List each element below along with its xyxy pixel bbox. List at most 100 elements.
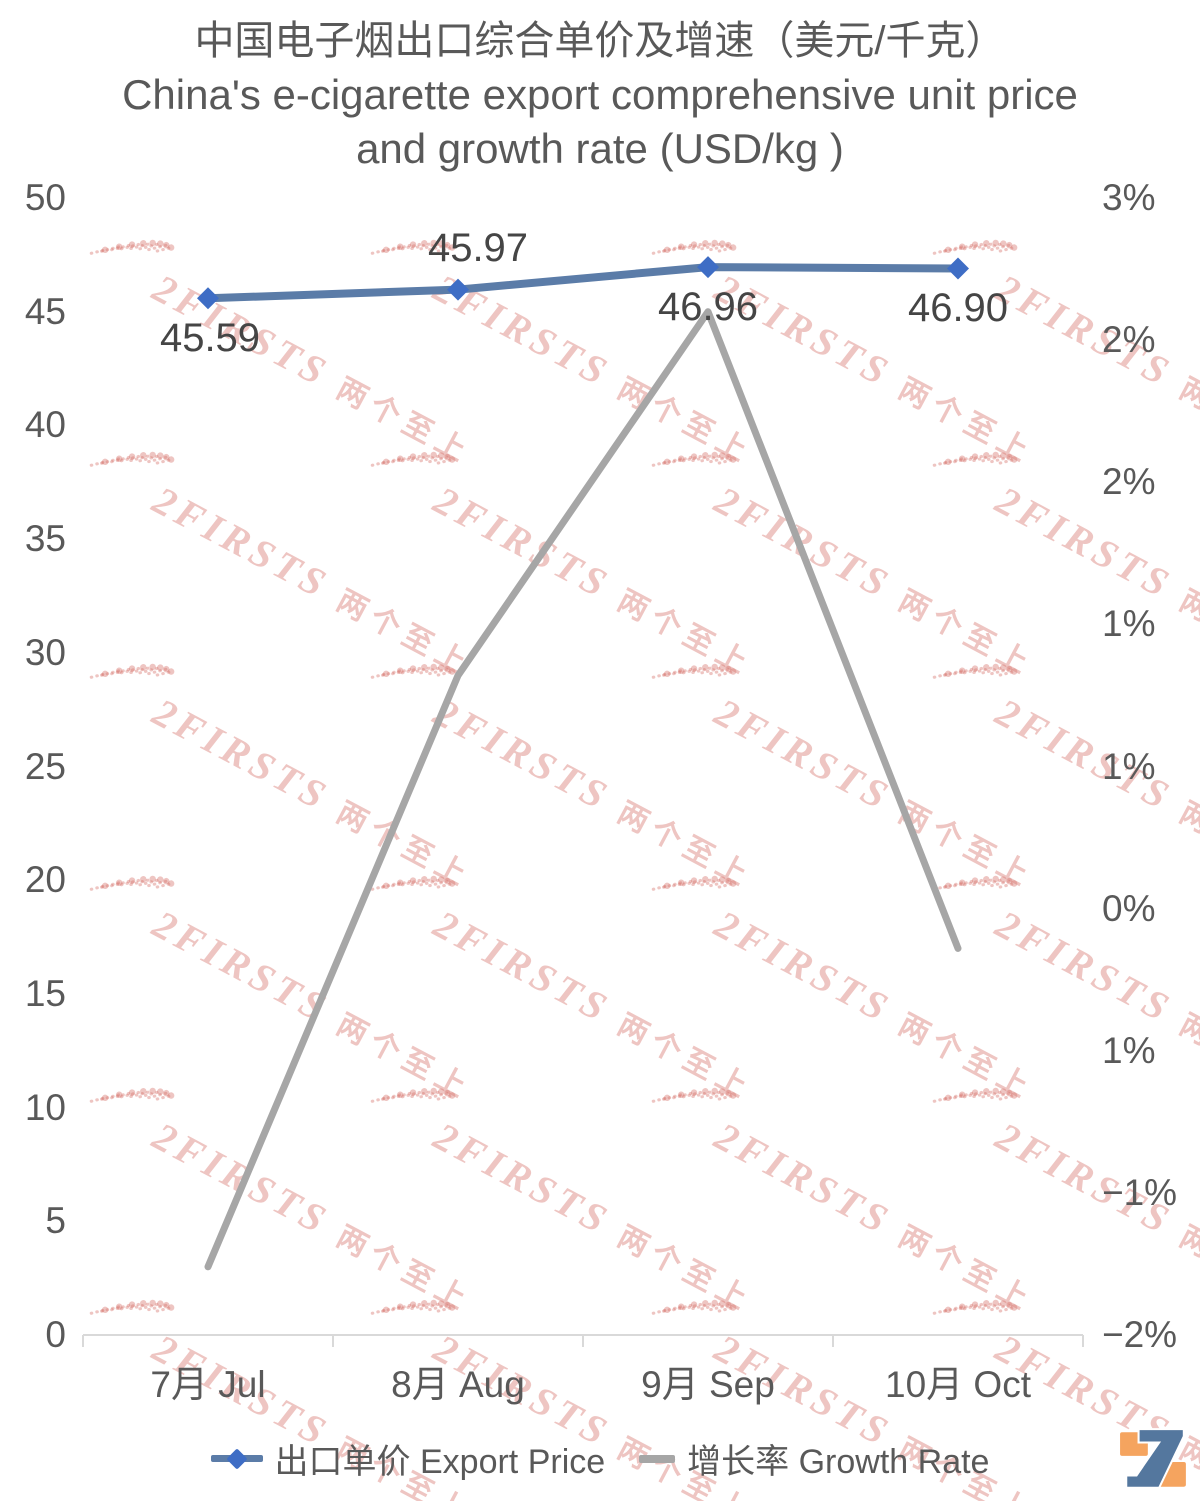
watermark-icon (76, 202, 175, 297)
watermark-icon (357, 838, 456, 933)
legend-label-growth-rate: 增长率 Growth Rate (687, 1443, 990, 1481)
watermark: 2FIRSTS 两个至上 (635, 650, 1045, 898)
watermark: 2FIRSTS 两个至上 (73, 862, 483, 1110)
watermark-brand-text: 2FIRSTS (707, 689, 900, 820)
export-price-point (947, 257, 969, 280)
watermark-brand-text: 2FIRSTS (426, 901, 619, 1032)
y-axis-label-right: 1% (1102, 603, 1156, 645)
watermark-brand-text: 2FIRSTS (426, 265, 619, 396)
chart-title-en: China's e-cigarette export comprehensive… (122, 71, 1078, 172)
legend: 出口单价 Export Price 增长率 Growth Rate (0, 1434, 1200, 1483)
watermark-icon (919, 202, 1018, 297)
watermark-brand-text: 2FIRSTS (426, 1113, 619, 1244)
watermark-cn-text: 两个至上 (1174, 1007, 1200, 1107)
watermark-brand-text: 2FIRSTS (707, 901, 900, 1032)
watermark: 2FIRSTS 两个至上 (73, 650, 483, 898)
watermark: 2FIRSTS 两个至上 (916, 862, 1200, 1110)
watermark-cn-text: 两个至上 (893, 583, 1040, 683)
watermark-sparks-icon (370, 663, 456, 679)
watermark-cn-text: 两个至上 (1174, 1219, 1200, 1319)
watermark: 2FIRSTS 两个至上 (916, 226, 1200, 474)
watermark-sparks-icon (651, 663, 737, 679)
y-axis-label-left: 25 (24, 745, 66, 787)
watermark-cn-text: 两个至上 (893, 795, 1040, 895)
watermark-sparks-icon (89, 1299, 175, 1315)
watermark: 2FIRSTS 两个至上 (916, 650, 1200, 898)
watermark-icon (919, 1262, 1018, 1357)
export-price-point (197, 287, 219, 310)
watermark-sparks-icon (932, 663, 1018, 679)
watermark-cn-text: 两个至上 (612, 371, 759, 471)
watermark-sparks-icon (651, 1299, 737, 1315)
y-axis-label-left: 10 (24, 1086, 66, 1128)
watermark-brand-text: 2FIRSTS (145, 901, 338, 1032)
watermark-sparks-icon (89, 239, 175, 255)
x-axis-label: 7月 Jul (150, 1364, 266, 1405)
watermark-sparks-icon (89, 875, 175, 891)
watermark-cn-text: 两个至上 (331, 1007, 478, 1107)
legend-item-growth-rate: 增长率 Growth Rate (639, 1434, 989, 1483)
watermark-sparks-icon (651, 451, 737, 467)
watermark-icon (638, 202, 737, 297)
watermark-icon (638, 838, 737, 933)
legend-label-export-price: 出口单价 Export Price (274, 1443, 606, 1481)
watermark-icon (357, 626, 456, 721)
2firsts-logo (1120, 1428, 1186, 1489)
watermark-sparks-icon (932, 451, 1018, 467)
watermark-sparks-icon (932, 1087, 1018, 1103)
watermark-sparks-icon (651, 1087, 737, 1103)
watermark-cn-text: 两个至上 (331, 1219, 478, 1319)
watermark-sparks-icon (932, 239, 1018, 255)
chart-title-block: 中国电子烟出口综合单价及增速（美元/千克） China's e-cigarett… (0, 14, 1200, 176)
watermark-icon (638, 626, 737, 721)
y-axis-label-left: 30 (24, 631, 66, 673)
y-axis-label-left: 35 (24, 518, 66, 560)
watermark-icon (919, 626, 1018, 721)
y-axis-label-left: 15 (24, 972, 66, 1014)
y-axis-label-right: −2% (1102, 1314, 1178, 1355)
watermark: 2FIRSTS 两个至上 (635, 438, 1045, 686)
legend-item-export-price: 出口单价 Export Price (210, 1434, 606, 1483)
y-axis-label-right: 1% (1102, 745, 1156, 787)
watermark: 2FIRSTS 两个至上 (354, 1074, 764, 1322)
watermark-sparks-icon (932, 875, 1018, 891)
watermark-brand-text: 2FIRSTS (145, 689, 338, 820)
watermark: 2FIRSTS 两个至上 (73, 1074, 483, 1322)
x-axis-label: 10月 Oct (885, 1364, 1031, 1405)
data-label-export-price: 45.97 (427, 225, 529, 270)
watermark-icon (357, 414, 456, 509)
watermark-cn-text: 两个至上 (331, 795, 478, 895)
watermark: 2FIRSTS 两个至上 (354, 438, 764, 686)
watermark-icon (357, 1262, 456, 1357)
x-axis-label: 8月 Aug (391, 1364, 525, 1405)
watermark-sparks-icon (89, 451, 175, 467)
watermark-cn-text: 两个至上 (612, 795, 759, 895)
data-label-export-price: 46.90 (907, 286, 1009, 331)
watermark-sparks-icon (370, 1087, 456, 1103)
y-axis-label-right: 2% (1102, 461, 1156, 503)
y-axis-label-right: 1% (1102, 1029, 1156, 1071)
y-axis-label-right: 2% (1102, 319, 1156, 361)
y-axis-label-left: 50 (24, 177, 66, 218)
watermark-icon (919, 414, 1018, 509)
watermark: 2FIRSTS 两个至上 (635, 226, 1045, 474)
logo-z-shape (1125, 1428, 1185, 1489)
watermark-icon (76, 414, 175, 509)
data-label-export-price: 46.96 (657, 285, 759, 330)
watermark-icon (638, 1262, 737, 1357)
watermark-brand-text: 2FIRSTS (145, 1113, 338, 1244)
watermark-cn-text: 两个至上 (612, 583, 759, 683)
export-price-point (447, 278, 469, 301)
watermark: 2FIRSTS 两个至上 (635, 862, 1045, 1110)
growth-rate-line (204, 308, 962, 1271)
watermark: 2FIRSTS 两个至上 (73, 226, 483, 474)
watermark: 2FIRSTS 两个至上 (73, 438, 483, 686)
watermark-sparks-icon (651, 239, 737, 255)
watermark-cn-text: 两个至上 (1174, 795, 1200, 895)
watermark-sparks-icon (370, 451, 456, 467)
watermark: 2FIRSTS 两个至上 (916, 438, 1200, 686)
y-axis-label-left: 0 (45, 1314, 66, 1355)
watermark-brand-text: 2FIRSTS (707, 477, 900, 608)
